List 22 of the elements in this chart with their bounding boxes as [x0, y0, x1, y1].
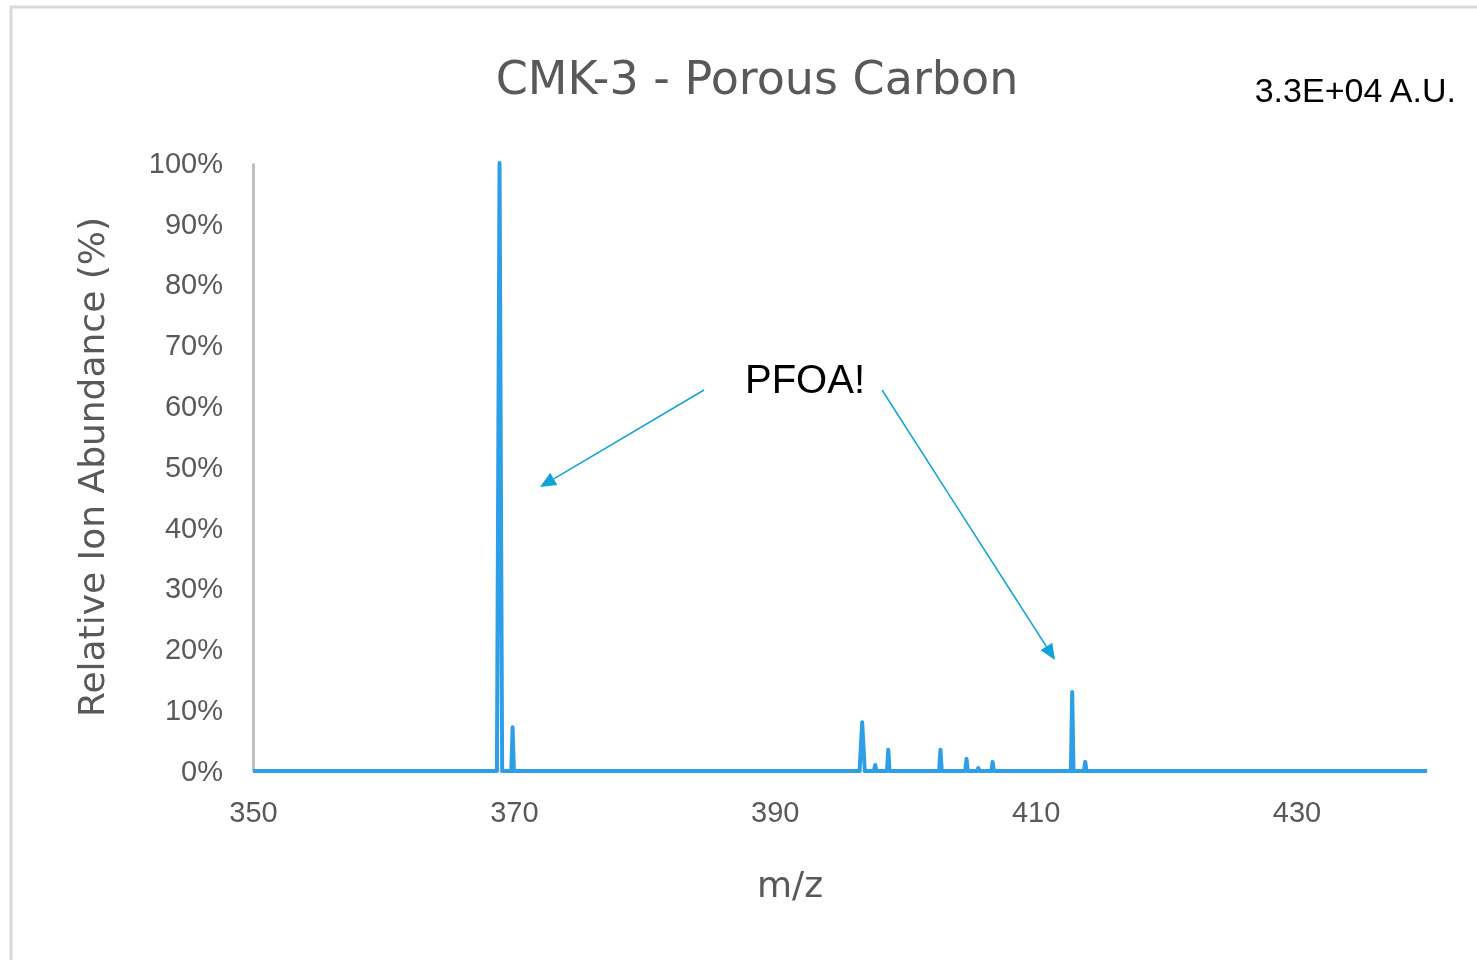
- y-tick-label: 0%: [181, 754, 223, 787]
- x-tick-label: 410: [1011, 795, 1061, 828]
- y-tick-label: 80%: [164, 268, 223, 301]
- x-tick-label: 390: [751, 795, 800, 828]
- y-tick-label: 40%: [164, 511, 223, 544]
- x-tick-label: 370: [490, 795, 539, 828]
- y-tick-label: 70%: [164, 329, 223, 362]
- x-tick-label: 430: [1272, 795, 1322, 828]
- x-axis-title: m/z: [756, 864, 824, 905]
- y-tick-label: 30%: [164, 572, 223, 605]
- y-tick-label: 20%: [164, 633, 223, 666]
- y-tick-label: 100%: [148, 146, 223, 179]
- y-tick-label: 50%: [164, 450, 223, 483]
- chart-title: CMK-3 - Porous Carbon: [495, 51, 1019, 105]
- y-axis-title: Relative Ion Abundance (%): [71, 216, 112, 718]
- text: 3.3E+04 A.U.: [1254, 71, 1456, 109]
- y-tick-label: 10%: [164, 693, 223, 726]
- y-tick-label: 60%: [164, 389, 223, 422]
- line-series: [251, 161, 1429, 773]
- x-tick-label: 350: [229, 795, 278, 828]
- annotation: PFOA!: [744, 357, 866, 401]
- y-tick-label: 90%: [164, 207, 223, 240]
